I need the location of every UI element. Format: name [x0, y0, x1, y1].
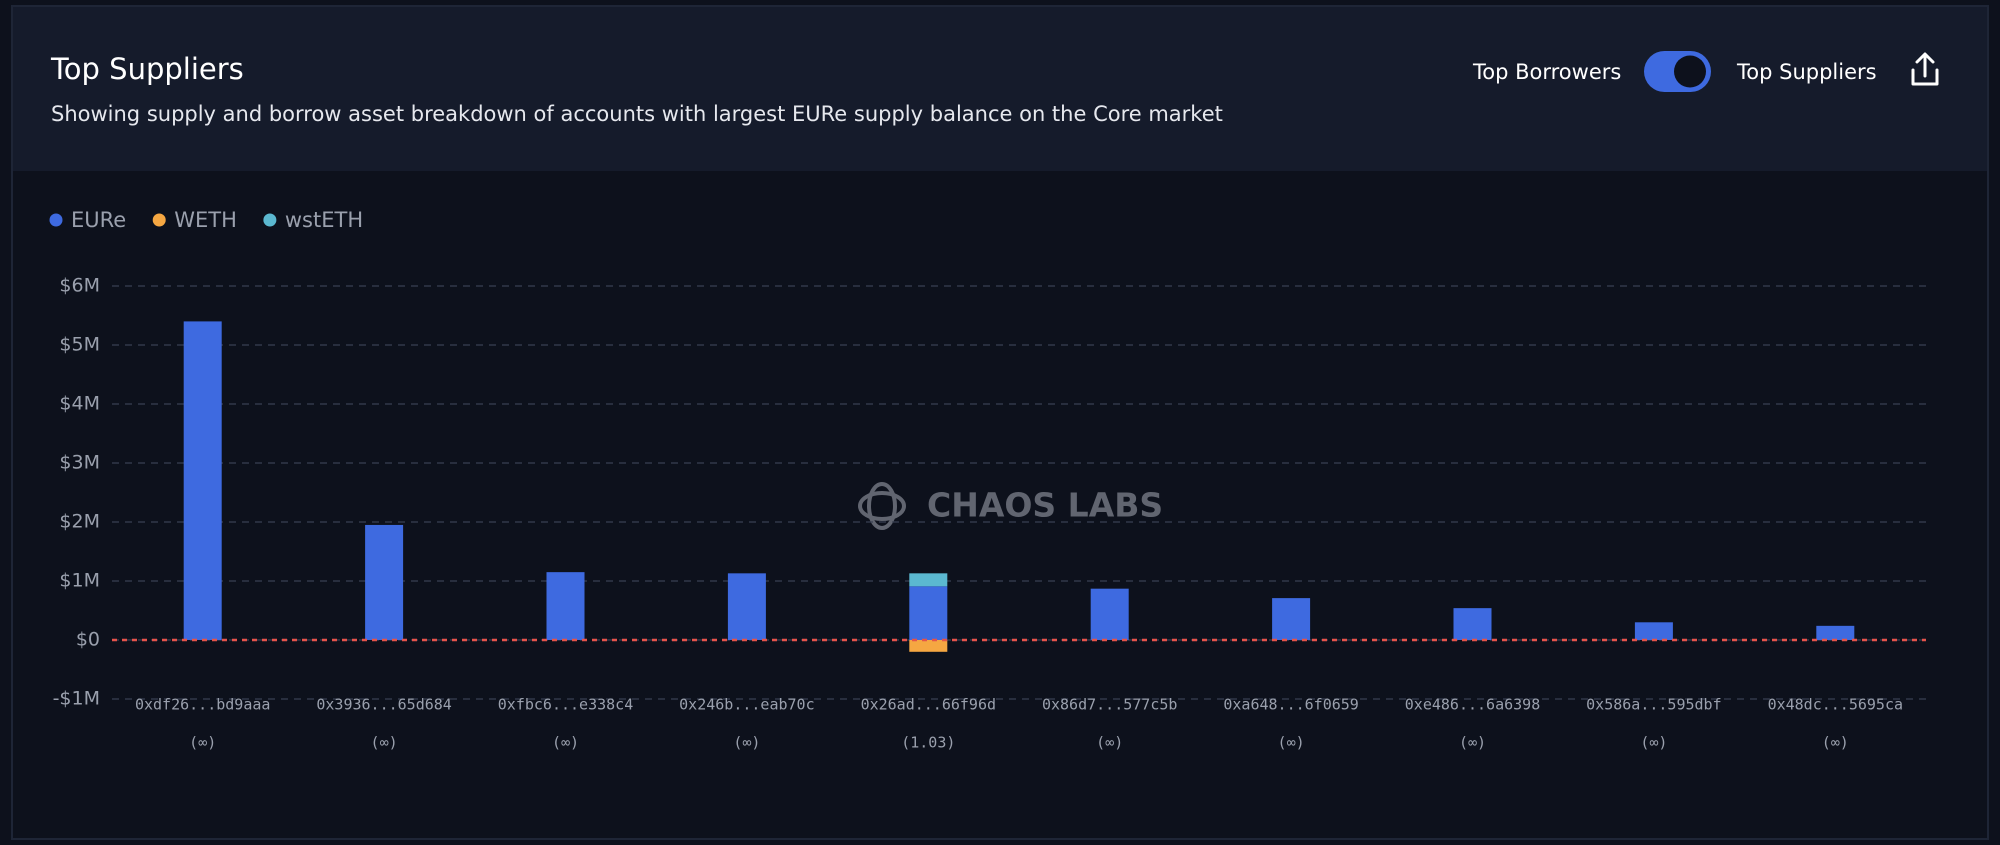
watermark-text: CHAOS LABS [927, 486, 1163, 525]
y-tick-label: $5M [59, 334, 100, 356]
legend-label: wstETH [285, 208, 363, 232]
bar [1453, 608, 1492, 640]
toggle-label[interactable]: Top Borrowers [1472, 60, 1621, 84]
watermark: CHAOS LABS [858, 482, 1163, 530]
x-tick-sublabel: (∞) [189, 734, 216, 752]
x-tick-sublabel: (∞) [1822, 734, 1849, 752]
bar [909, 573, 948, 587]
y-tick-label: $4M [59, 393, 100, 415]
bar [1090, 588, 1129, 640]
x-tick-label: 0x86d7...577c5b [1042, 696, 1177, 714]
x-tick-sublabel: (∞) [552, 734, 579, 752]
legend-swatch [152, 213, 166, 227]
watermark-logo [858, 491, 906, 521]
chart-subtitle: Showing supply and borrow asset breakdow… [51, 102, 1223, 126]
bar [727, 573, 766, 640]
x-tick-label: 0xfbc6...e338c4 [498, 696, 633, 714]
x-tick-sublabel: (∞) [733, 734, 760, 752]
x-tick-label: 0xe486...6a6398 [1405, 696, 1540, 714]
card-border [11, 5, 1989, 840]
bar [546, 572, 585, 640]
watermark-logo [867, 482, 897, 530]
bar [909, 640, 948, 652]
bar [365, 524, 404, 640]
x-tick-sublabel: (∞) [371, 734, 398, 752]
y-tick-label: $0 [76, 629, 100, 651]
x-tick-sublabel: (∞) [1640, 734, 1667, 752]
bar [183, 321, 222, 640]
legend-swatch [49, 213, 63, 227]
bar [1816, 625, 1855, 640]
bar [1634, 622, 1673, 640]
share-icon [1911, 68, 1939, 86]
y-tick-label: $2M [59, 511, 100, 533]
x-tick-label: 0xdf26...bd9aaa [135, 696, 270, 714]
x-tick-sublabel: (∞) [1096, 734, 1123, 752]
toggle-knob [1674, 55, 1706, 88]
x-tick-label: 0x246b...eab70c [679, 696, 814, 714]
bar [909, 586, 948, 640]
y-tick-label: $6M [59, 275, 100, 297]
toggle-label[interactable]: Top Suppliers [1736, 60, 1877, 84]
y-tick-label: $1M [59, 570, 100, 592]
x-tick-sublabel: (∞) [1278, 734, 1305, 752]
legend-label: WETH [174, 208, 237, 232]
x-tick-sublabel: (∞) [1459, 734, 1486, 752]
bar [1272, 598, 1311, 640]
x-tick-label: 0x3936...65d684 [316, 696, 451, 714]
x-tick-label: 0x586a...595dbf [1586, 696, 1721, 714]
legend-swatch [263, 213, 277, 227]
share-icon [1915, 52, 1935, 78]
legend-label: EURe [71, 208, 126, 232]
y-tick-label: $3M [59, 452, 100, 474]
chart-title: Top Suppliers [50, 52, 244, 86]
x-tick-sublabel: (1.03) [901, 734, 955, 752]
x-tick-label: 0xa648...6f0659 [1223, 696, 1358, 714]
y-tick-label: -$1M [53, 688, 100, 710]
x-tick-label: 0x48dc...5695ca [1768, 696, 1903, 714]
share-button[interactable] [1911, 52, 1939, 86]
x-tick-label: 0x26ad...66f96d [861, 696, 996, 714]
